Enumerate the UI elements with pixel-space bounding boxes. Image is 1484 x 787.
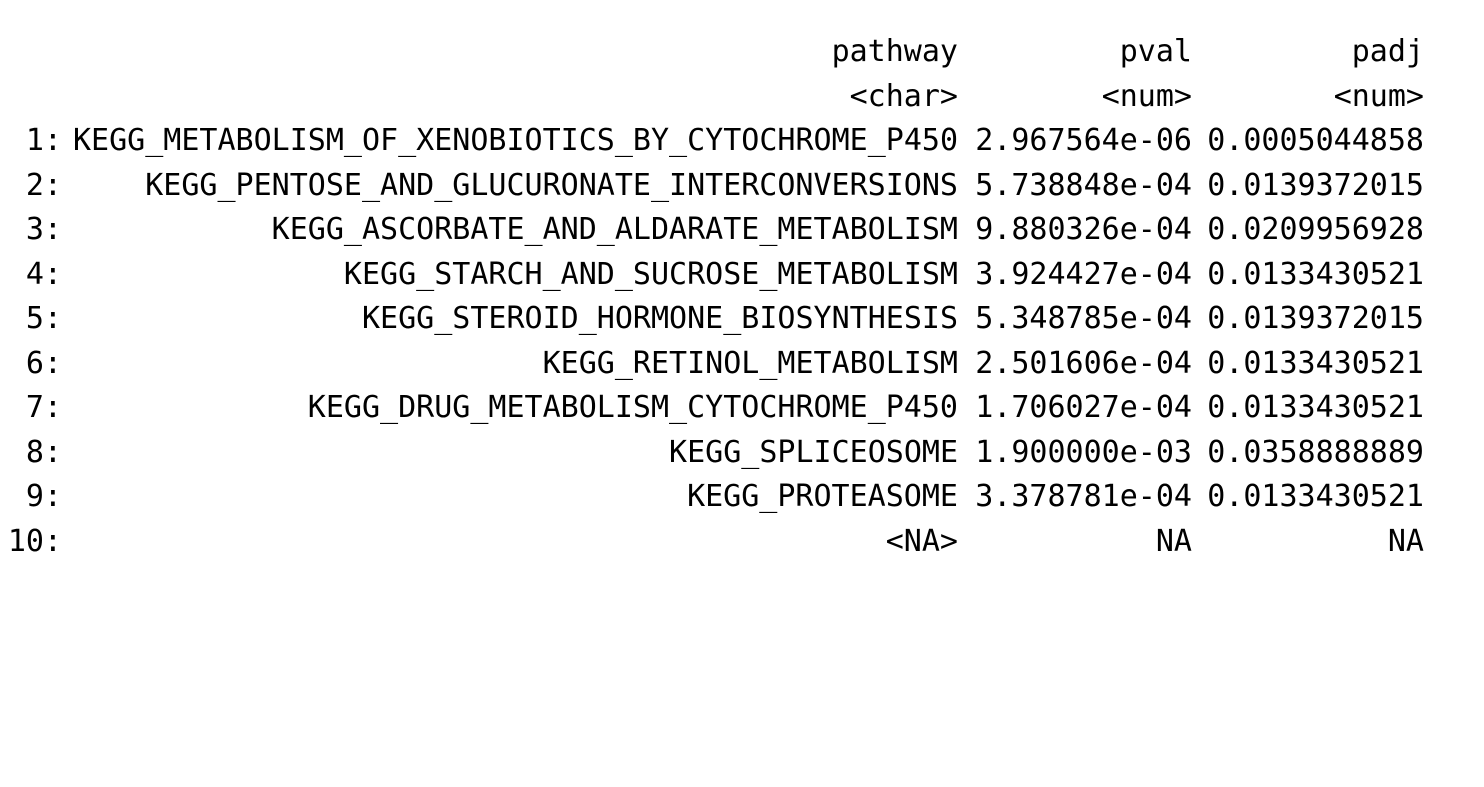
row-index: 5: bbox=[25, 301, 62, 336]
pval-cell: 3.924427e-04 bbox=[975, 256, 1192, 292]
padj-cell: 0.0133430521 bbox=[1207, 390, 1424, 425]
row-index: 1: bbox=[25, 123, 62, 158]
pathway-cell: KEGG_STARCH_AND_SUCROSE_METABOLISM bbox=[343, 256, 958, 292]
table-row: 10: <NA> NA NA bbox=[0, 520, 1484, 565]
pathway-cell: KEGG_METABOLISM_OF_XENOBIOTICS_BY_CYTOCH… bbox=[72, 123, 958, 158]
pval-cell: 5.348785e-04 bbox=[975, 301, 1192, 336]
table-row: 3: KEGG_ASCORBATE_AND_ALDARATE_METABOLIS… bbox=[0, 208, 1484, 253]
r-console-output: pathway pval padj <char> <num> <num> 1: … bbox=[0, 30, 1484, 564]
pathway-cell: KEGG_PENTOSE_AND_GLUCURONATE_INTERCONVER… bbox=[145, 167, 958, 203]
pval-cell: NA bbox=[1155, 523, 1192, 559]
padj-cell: 0.0005044858 bbox=[1207, 123, 1424, 158]
pathway-cell: KEGG_ASCORBATE_AND_ALDARATE_METABOLISM bbox=[271, 212, 958, 247]
pval-cell: 2.967564e-06 bbox=[975, 123, 1192, 158]
table-row: 7: KEGG_DRUG_METABOLISM_CYTOCHROME_P450 … bbox=[0, 386, 1484, 431]
row-index: 7: bbox=[25, 390, 62, 425]
pathway-cell: KEGG_PROTEASOME bbox=[687, 479, 958, 514]
column-type-pval: <num> bbox=[1101, 78, 1192, 114]
column-type-pathway: <char> bbox=[849, 78, 958, 114]
column-header-pathway: pathway bbox=[831, 34, 958, 69]
table-header-types: <char> <num> <num> bbox=[0, 75, 1484, 120]
pval-cell: 1.900000e-03 bbox=[975, 434, 1192, 470]
pathway-cell: KEGG_SPLICEOSOME bbox=[669, 434, 958, 470]
pathway-cell: KEGG_RETINOL_METABOLISM bbox=[542, 345, 958, 381]
pval-cell: 1.706027e-04 bbox=[975, 390, 1192, 425]
table-row: 6: KEGG_RETINOL_METABOLISM 2.501606e-04 … bbox=[0, 342, 1484, 387]
table-row: 1: KEGG_METABOLISM_OF_XENOBIOTICS_BY_CYT… bbox=[0, 119, 1484, 164]
table-row: 4: KEGG_STARCH_AND_SUCROSE_METABOLISM 3.… bbox=[0, 253, 1484, 298]
table-row: 9: KEGG_PROTEASOME 3.378781e-04 0.013343… bbox=[0, 475, 1484, 520]
column-header-pval: pval bbox=[1119, 34, 1192, 69]
padj-cell: 0.0133430521 bbox=[1207, 256, 1424, 292]
padj-cell: 0.0139372015 bbox=[1207, 301, 1424, 336]
padj-cell: NA bbox=[1387, 523, 1424, 559]
column-type-padj: <num> bbox=[1333, 78, 1424, 114]
table-header-names: pathway pval padj bbox=[0, 30, 1484, 75]
padj-cell: 0.0133430521 bbox=[1207, 479, 1424, 514]
pathway-cell: KEGG_STEROID_HORMONE_BIOSYNTHESIS bbox=[361, 301, 958, 336]
table-row: 8: KEGG_SPLICEOSOME 1.900000e-03 0.03588… bbox=[0, 431, 1484, 476]
padj-cell: 0.0139372015 bbox=[1207, 167, 1424, 203]
pval-cell: 9.880326e-04 bbox=[975, 212, 1192, 247]
column-header-padj: padj bbox=[1351, 34, 1424, 69]
row-index: 9: bbox=[25, 479, 62, 514]
row-index: 10: bbox=[7, 523, 62, 559]
row-index: 8: bbox=[25, 434, 62, 470]
pathway-cell: KEGG_DRUG_METABOLISM_CYTOCHROME_P450 bbox=[307, 390, 958, 425]
pval-cell: 2.501606e-04 bbox=[975, 345, 1192, 381]
table-row: 5: KEGG_STEROID_HORMONE_BIOSYNTHESIS 5.3… bbox=[0, 297, 1484, 342]
padj-cell: 0.0358888889 bbox=[1207, 434, 1424, 470]
padj-cell: 0.0209956928 bbox=[1207, 212, 1424, 247]
row-index: 6: bbox=[25, 345, 62, 381]
row-index: 2: bbox=[25, 167, 62, 203]
row-index: 4: bbox=[25, 256, 62, 292]
pval-cell: 5.738848e-04 bbox=[975, 167, 1192, 203]
row-index: 3: bbox=[25, 212, 62, 247]
padj-cell: 0.0133430521 bbox=[1207, 345, 1424, 381]
pathway-cell: <NA> bbox=[885, 523, 958, 559]
table-row: 2: KEGG_PENTOSE_AND_GLUCURONATE_INTERCON… bbox=[0, 164, 1484, 209]
pval-cell: 3.378781e-04 bbox=[975, 479, 1192, 514]
